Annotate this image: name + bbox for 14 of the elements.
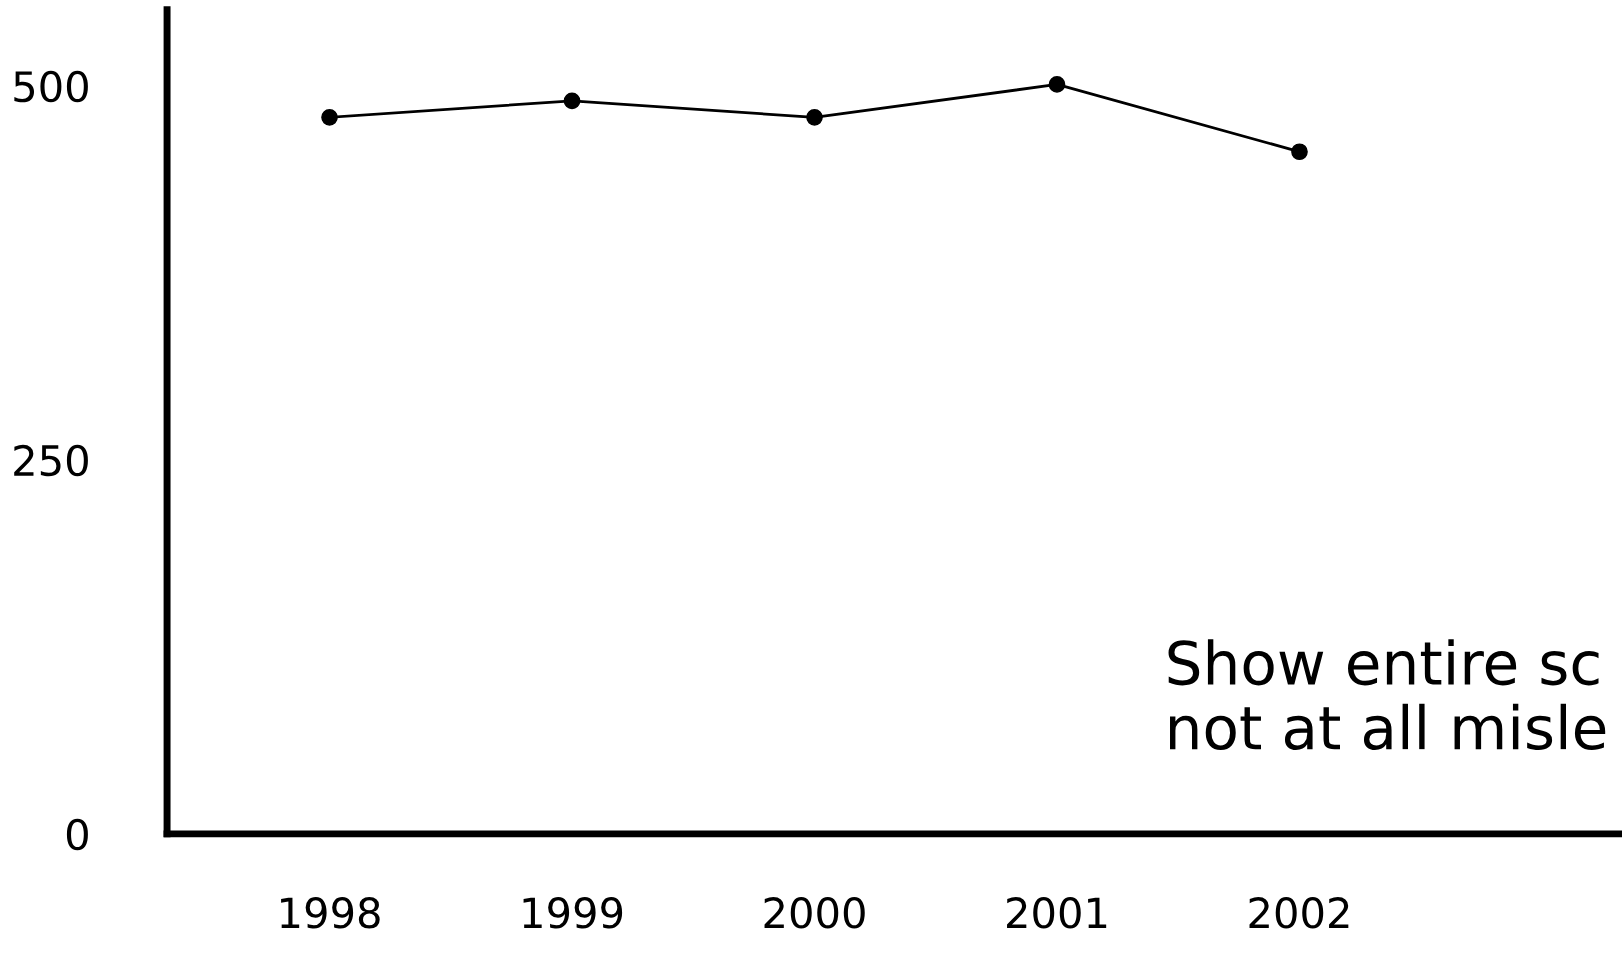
point [321,109,338,126]
y-tick-label: 250 [14,444,88,477]
y-tick-label: 0 [66,818,88,851]
x-tick-label: 2002 [1249,897,1349,929]
point [1048,76,1066,93]
point [1291,143,1308,161]
point [563,92,581,110]
x-tick-label: 2000 [764,897,865,929]
x-tick-label: 1998 [281,897,380,929]
point [806,109,823,126]
annotation: Show entire sc not at all misle [1168,639,1606,750]
x-tick-label: 2001 [1007,897,1107,929]
x-tick-label: 1999 [523,897,623,929]
y-tick-label: 500 [14,70,88,103]
